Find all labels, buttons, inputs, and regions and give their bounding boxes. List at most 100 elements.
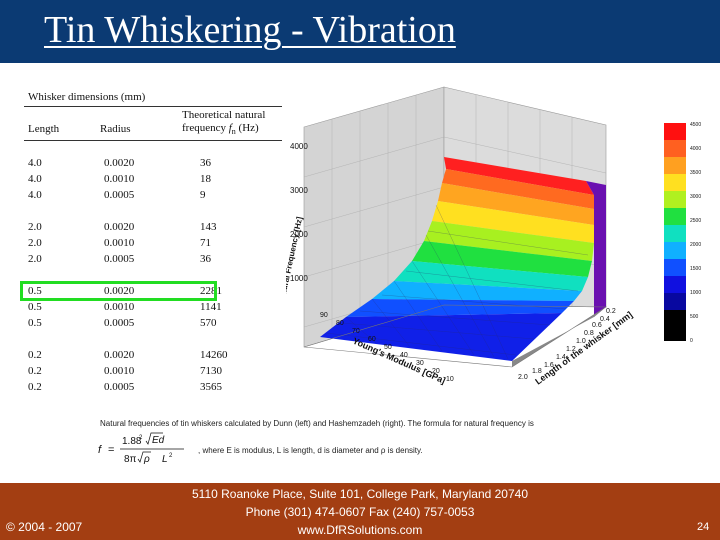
cell-radius: 0.0005 [104,189,135,201]
x-tick: 50 [384,344,392,351]
x-tick: 20 [432,368,440,375]
y-tick: 0.8 [584,330,594,337]
table-row: 0.2 0.0010 7130 [20,365,286,381]
cell-frequency: 3565 [200,381,222,393]
table-row: 2.0 0.0020 143 [20,221,286,237]
y-tick: 1.0 [576,338,586,345]
cell-frequency: 36 [200,253,211,265]
colorbar-ticks: 4500 4000 3500 3000 2500 2000 1500 1000 … [690,122,701,344]
z-tick: 1000 [290,274,308,283]
formula-equals: = [108,444,114,456]
surface-plot: 1000 2000 3000 4000 Natural Frequency [H… [277,86,701,387]
cell-frequency: 14260 [200,349,228,361]
table-row: 2.0 0.0010 71 [20,237,286,253]
colorbar [664,123,686,341]
frequency-formula: f = 1.88 2 Ed 8π ρ L 2 [98,432,184,465]
cell-frequency: 1141 [200,301,222,313]
table-title: Whisker dimensions (mm) [28,91,146,103]
header-freq-line1: Theoretical natural [182,109,266,121]
colorbar-tick: 0 [690,338,693,344]
cell-frequency: 143 [200,221,217,233]
cell-radius: 0.0005 [104,317,135,329]
table-row: 0.5 0.0010 1141 [20,301,286,317]
colorbar-tick: 2000 [690,242,701,248]
colorbar-seg [664,140,686,157]
colorbar-seg [664,259,686,276]
colorbar-tick: 3000 [690,194,701,200]
z-axis-label: Natural Frequency [Hz] [286,216,304,304]
colorbar-tick: 4500 [690,122,701,128]
y-tick: 1.8 [532,368,542,375]
cell-length: 0.2 [28,365,42,377]
y-ticks: 0.2 0.4 0.6 0.8 1.0 1.2 1.4 1.6 1.8 2.0 [518,308,616,381]
surface-band [394,261,588,291]
table-row: 0.2 0.0020 14260 [20,349,286,365]
figure-caption-cont: , where E is modulus, L is length, d is … [198,446,423,455]
cell-radius: 0.0005 [104,381,135,393]
header-freq-text: frequency [182,122,226,134]
cell-radius: 0.0010 [104,173,135,185]
formula-coef: 1.88 [122,436,142,447]
table-row: 4.0 0.0020 36 [20,157,286,173]
cell-radius: 0.0005 [104,253,135,265]
x-tick: 10 [446,376,454,383]
phone-line: Phone (301) 474-0607 Fax (240) 757-0053 [245,505,475,519]
x-tick: 60 [368,336,376,343]
surface-band [372,281,582,301]
cell-frequency: 36 [200,157,211,169]
floor-outline [303,304,608,368]
colorbar-tick: 1000 [690,290,701,296]
slide-title: Tin Whiskering - Vibration [44,9,456,51]
surface-band [444,157,594,195]
header-freq-line2: frequency fn (Hz) [182,122,292,138]
y-tick: 1.4 [556,354,566,361]
formula-coef-exp: 2 [139,435,143,441]
cell-frequency: 7130 [200,365,222,377]
header-radius: Radius [100,123,131,135]
formula-sqrt-bottom [137,451,151,463]
y-tick: 0.4 [600,316,610,323]
surface-band [432,201,594,243]
z-tick: 2000 [290,230,308,239]
cell-frequency: 570 [200,317,217,329]
colorbar-seg [664,276,686,293]
formula-den-left: 8π [124,454,137,465]
cell-length: 0.5 [28,301,42,313]
rule-header [24,140,282,141]
z-ticks: 1000 2000 3000 4000 [290,142,308,283]
table-row: 4.0 0.0010 18 [20,173,286,189]
cell-radius: 0.0020 [104,157,135,169]
table-row: 4.0 0.0005 9 [20,189,286,205]
surface-band [438,183,594,225]
colorbar-seg [664,293,686,310]
table-row: 0.5 0.0005 570 [20,317,286,333]
colorbar-seg [664,208,686,225]
cell-radius: 0.0020 [104,285,135,297]
colorbar-seg [664,174,686,191]
cell-length: 0.5 [28,317,42,329]
colorbar-seg [664,191,686,208]
website-link[interactable]: www.DfRSolutions.com [297,523,423,537]
colorbar-tick: 1500 [690,266,701,272]
frequency-table: Whisker dimensions (mm) Theoretical natu… [20,85,286,405]
cell-length: 0.5 [28,285,42,297]
cell-length: 4.0 [28,173,42,185]
header-length: Length [28,123,60,135]
formula-sqrt-top [145,432,163,445]
cell-frequency: 71 [200,237,211,249]
cell-radius: 0.0020 [104,221,135,233]
formula-f: f [98,444,102,456]
y-tick: 1.6 [544,362,554,369]
x-tick: 30 [416,360,424,367]
colorbar-seg [664,157,686,174]
y-tick: 2.0 [518,374,528,381]
cell-radius: 0.0010 [104,301,135,313]
x-ticks: 10 20 30 40 50 60 70 80 90 [320,312,454,383]
colorbar-seg [664,123,686,140]
z-tick: 4000 [290,142,308,151]
cell-length: 0.2 [28,381,42,393]
x-tick: 70 [352,328,360,335]
formula-den-rho: ρ [143,454,150,465]
cell-length: 2.0 [28,221,42,233]
cell-frequency: 9 [200,189,206,201]
